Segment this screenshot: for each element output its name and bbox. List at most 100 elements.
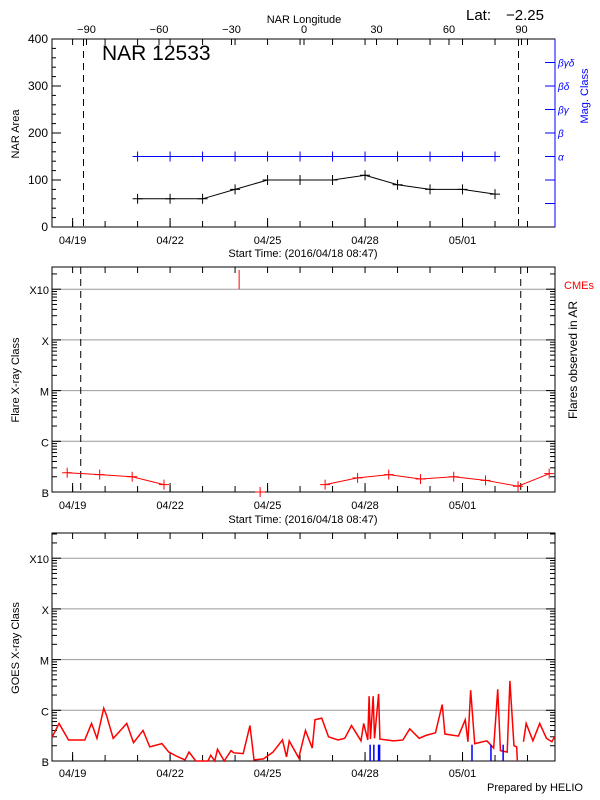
panel1-mag-class-point: [295, 151, 306, 162]
panel1-area-point: [262, 175, 273, 185]
panel2-xlabel: Start Time: (2016/04/18 08:47): [228, 514, 377, 526]
panel2-flare-point: [62, 467, 73, 478]
panel1-longitude-tick-label: −30: [222, 24, 241, 36]
panel3-x-tick-label: 04/19: [59, 768, 87, 780]
panel2-flare-point: [255, 487, 266, 497]
panel1-x-tick-label: 04/19: [59, 235, 87, 247]
panel1-title: NAR 12533: [102, 42, 211, 65]
panel3-y-class-label: C: [41, 706, 49, 718]
panel1-mag-class-label: β: [557, 129, 564, 140]
panel2-x-tick-label: 04/22: [156, 500, 184, 512]
panel2-x-tick-label: 05/01: [449, 500, 477, 512]
panel1-mag-class-point: [327, 151, 338, 162]
panel2-x-tick-label: 04/19: [59, 500, 87, 512]
panel1-xlabel: Start Time: (2016/04/18 08:47): [228, 248, 377, 260]
panel3-y-class-label: M: [40, 656, 49, 668]
panel1-longitude-tick-label: 90: [515, 24, 527, 36]
panel1-mag-class-label: α: [558, 153, 564, 164]
panel3-ylabel: GOES X-ray Class: [10, 602, 22, 694]
panel2-flare-point: [158, 479, 169, 490]
panel2-flare-point: [320, 479, 331, 490]
footer-credit: Prepared by HELIO: [487, 782, 583, 794]
panel1-x-tick-label: 05/01: [449, 235, 477, 247]
panel1-mag-class-label: βγ: [557, 106, 570, 117]
panel2-y-class-label: M: [40, 387, 49, 399]
panel1-longitude-tick-label: −90: [77, 24, 96, 36]
panel1-area-point: [392, 179, 403, 190]
panel1-longitude-tick-label: 30: [370, 24, 382, 36]
panel1-area-point: [360, 170, 371, 181]
panel1-y-tick-label: 100: [28, 173, 48, 187]
panel1-area-point: [132, 193, 143, 204]
panel2-y-class-label: X10: [29, 285, 49, 297]
panel1-y-tick-label: 300: [28, 79, 48, 93]
panel1-area-point: [230, 184, 241, 195]
panel2-ylabel: Flare X-ray Class: [10, 337, 22, 422]
panel1-area-point: [425, 184, 436, 195]
panel2-flare-point: [94, 469, 105, 480]
panel2-flare-point: [415, 474, 426, 485]
panel1-mag-class-point: [360, 151, 371, 162]
panel1-area-point: [457, 184, 468, 195]
panel1-top-axis-label: NAR Longitude: [267, 14, 342, 26]
panel2-flare-line: [67, 472, 165, 486]
panel1-y-tick-label: 400: [28, 32, 48, 46]
panel1-mag-class-point: [490, 151, 501, 162]
panel3-y-class-label: X10: [29, 554, 49, 566]
panel2-flare-point: [513, 481, 524, 492]
panel3-x-tick-label: 04/22: [156, 768, 184, 780]
panel1-mag-class-point: [392, 151, 403, 162]
panel2-x-tick-label: 04/28: [351, 500, 379, 512]
panel1-mag-class-point: [165, 151, 176, 162]
panel1-mag-class-point: [425, 151, 436, 162]
panel1-longitude-tick-label: 0: [301, 24, 307, 36]
panel2-flare-line: [325, 473, 550, 487]
panel2-flare-point: [544, 468, 555, 479]
panel1-longitude-tick-label: −60: [150, 24, 169, 36]
panel1-area-point: [165, 193, 176, 204]
panel2-y-class-label: C: [41, 437, 49, 449]
panel2-flare-point: [352, 472, 363, 483]
panel2-right-label: Flares observed in AR: [566, 301, 580, 419]
panel1-area-point: [327, 175, 338, 185]
panel1-mag-class-point: [457, 151, 468, 162]
panel1-mag-class-label: βγδ: [557, 59, 575, 70]
panel3-goes-flux-line: [522, 720, 556, 743]
cme-label: CMEs: [564, 280, 594, 292]
panel1-frame: [51, 38, 556, 228]
lat-label: Lat:: [466, 7, 491, 24]
panel2-y-class-label: X: [42, 336, 50, 348]
panel1-longitude-tick-label: 60: [443, 24, 455, 36]
panel1-right-axis-label: Mag. Class: [579, 68, 591, 124]
panel2-flare-point: [448, 471, 459, 482]
panel1-mag-class-point: [132, 151, 143, 162]
panel2-y-class-label: B: [42, 488, 49, 500]
panel3-frame: [51, 532, 556, 762]
panel3-y-class-label: X: [42, 605, 50, 617]
panel1-ylabel: NAR Area: [10, 109, 22, 159]
panel1-mag-class-point: [230, 151, 241, 162]
panel1-x-tick-label: 04/25: [254, 235, 282, 247]
panel1-x-tick-label: 04/22: [156, 235, 184, 247]
panel1-area-point: [295, 175, 306, 185]
panel1-area-point: [197, 193, 208, 204]
panel3-x-tick-label: 05/01: [449, 768, 477, 780]
panel3-goes-flux-line: [51, 680, 519, 763]
panel1-mag-class-point: [197, 151, 208, 162]
panel2-flare-point: [383, 469, 394, 480]
panel1-x-tick-label: 04/28: [351, 235, 379, 247]
lat-value: −2.25: [506, 7, 544, 24]
panel3-y-class-label: B: [42, 757, 49, 769]
panel3-x-tick-label: 04/28: [351, 768, 379, 780]
panel2-flare-point: [127, 471, 138, 482]
panel1-mag-class-point: [262, 151, 273, 162]
panel1-mag-class-label: βδ: [557, 82, 570, 93]
panel1-y-tick-label: 200: [28, 126, 48, 140]
panel1-area-line: [137, 174, 496, 200]
panel2-frame: [51, 266, 556, 493]
panel1-area-point: [490, 189, 501, 200]
panel2-x-tick-label: 04/25: [254, 500, 282, 512]
panel2-flare-point: [480, 475, 491, 486]
panel1-y-tick-label: 0: [41, 220, 48, 234]
